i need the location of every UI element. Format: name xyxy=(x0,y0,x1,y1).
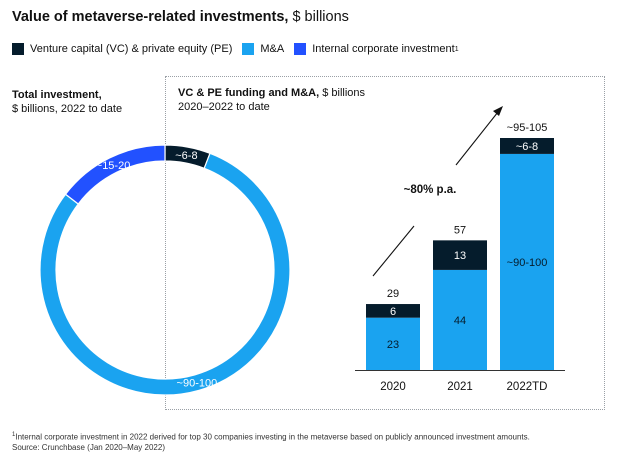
bar-2021-0 xyxy=(433,269,487,370)
donut-slice-label-2: ~15-20 xyxy=(96,160,131,172)
donut-subtitle: Total investment, $ billions, 2022 to da… xyxy=(12,89,123,115)
bar-value-label-2021-1: 13 xyxy=(454,250,466,262)
bar-subtitle: VC & PE funding and M&A, $ billions 2020… xyxy=(178,87,366,113)
bar-total-label-2022TD: ~95-105 xyxy=(507,122,548,134)
legend-swatch-ma xyxy=(242,43,255,55)
growth-arrow-line-upper xyxy=(455,111,499,166)
bar-total-label-2021: 57 xyxy=(454,224,466,236)
panel-divider xyxy=(165,76,605,410)
legend-item-vc-pe: Venture capital (VC) & private equity (P… xyxy=(12,43,232,55)
bar-value-label-2020-1: 6 xyxy=(390,306,396,318)
donut-slice-1 xyxy=(39,152,291,396)
bar-value-label-2022TD-0: ~90-100 xyxy=(507,257,548,269)
legend-swatch-internal xyxy=(294,43,307,55)
bar-2022TD-1 xyxy=(500,138,554,154)
donut-slice-label-1: ~90-100 xyxy=(177,378,218,390)
chart-title: Value of metaverse-related investments, … xyxy=(12,9,349,25)
bar-total-label-2020: 29 xyxy=(387,288,399,300)
footnote: 1Internal corporate investment in 2022 d… xyxy=(12,432,530,452)
bar-2022TD-0 xyxy=(500,153,554,370)
donut-slice-label-0: ~6-8 xyxy=(175,150,197,162)
bar-2020-0 xyxy=(366,317,420,370)
growth-arrowhead xyxy=(493,106,503,116)
growth-arrow-line-lower xyxy=(372,225,415,277)
bar-value-label-2022TD-1: ~6-8 xyxy=(516,141,538,153)
donut-slice-2 xyxy=(64,144,166,205)
x-tick-label-2020: 2020 xyxy=(380,381,406,393)
legend-item-ma: M&A xyxy=(242,43,284,55)
x-tick-label-2022TD: 2022TD xyxy=(507,381,548,393)
x-tick-label-2021: 2021 xyxy=(447,381,473,393)
legend-item-internal: Internal corporate investment 1 xyxy=(294,43,459,55)
bar-value-label-2021-0: 44 xyxy=(454,315,466,327)
growth-label: ~80% p.a. xyxy=(404,184,457,196)
bar-2021-1 xyxy=(433,240,487,270)
legend: Venture capital (VC) & private equity (P… xyxy=(12,43,469,55)
bar-value-label-2020-0: 23 xyxy=(387,339,399,351)
legend-swatch-vc-pe xyxy=(12,43,24,55)
bar-2020-1 xyxy=(366,304,420,318)
